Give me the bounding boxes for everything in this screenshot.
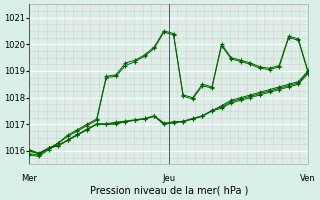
X-axis label: Pression niveau de la mer( hPa ): Pression niveau de la mer( hPa ) [90,186,248,196]
